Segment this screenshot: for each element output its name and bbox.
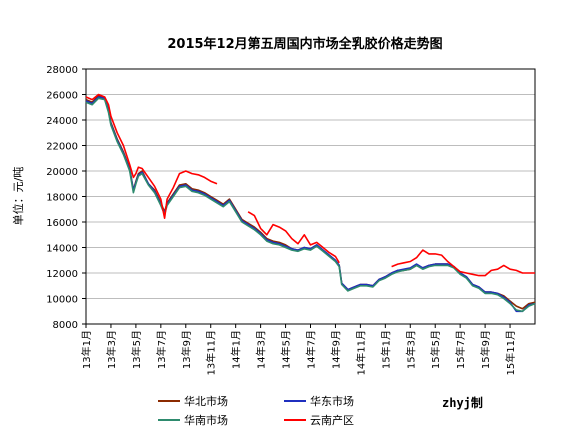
y-axis-label: 单位：元/吨 (11, 167, 25, 226)
series-line-segment (391, 249, 535, 277)
x-tick-label: 15年7月 (454, 330, 467, 369)
legend-label: 华东市场 (310, 394, 354, 408)
x-tick-label: 14年9月 (329, 330, 342, 369)
x-tick-label: 13年11月 (205, 330, 218, 375)
x-tick-label: 15年1月 (379, 330, 392, 369)
legend-label: 云南产区 (310, 413, 354, 427)
legend-label: 华南市场 (184, 413, 228, 427)
x-tick-label: 15年11月 (504, 330, 517, 375)
x-tick-label: 13年7月 (155, 330, 168, 369)
y-tick-label: 10000 (46, 295, 78, 306)
x-tick-label: 14年11月 (354, 330, 367, 375)
y-tick-label: 28000 (46, 65, 78, 76)
legend-label: 华北市场 (184, 394, 228, 408)
y-tick-label: 16000 (46, 218, 78, 229)
y-tick-label: 26000 (46, 91, 78, 102)
grid-lines (86, 94, 535, 299)
series-line-segment (247, 211, 340, 264)
series-line-segment (85, 93, 218, 219)
y-tick-label: 14000 (46, 244, 78, 255)
x-tick-label: 14年5月 (280, 330, 293, 369)
y-tick-label: 22000 (46, 142, 78, 153)
x-tick-label: 14年7月 (305, 330, 318, 369)
x-tick-label: 15年9月 (479, 330, 492, 369)
x-axis: 13年1月 13年3月 13年5月 13年7月 13年9月 13年11月 14年1月 14年3… (80, 324, 517, 375)
series-3 (85, 93, 535, 277)
x-tick-label: 15年3月 (404, 330, 417, 369)
x-tick-label: 13年5月 (130, 330, 143, 369)
y-axis: 28000 26000 24000 22000 20000 18000 16000 14000… (46, 65, 86, 331)
x-tick-label: 15年5月 (429, 330, 442, 369)
watermark: zhyj制 (442, 395, 483, 410)
x-tick-label: 13年1月 (80, 330, 93, 369)
y-tick-label: 20000 (46, 167, 78, 178)
y-tick-label: 12000 (46, 269, 78, 280)
chart-title: 2015年12月第五周国内市场全乳胶价格走势图 (167, 36, 442, 52)
series-2 (85, 97, 536, 313)
x-tick-label: 13年9月 (180, 330, 193, 369)
x-tick-label: 14年3月 (255, 330, 268, 369)
y-tick-label: 18000 (46, 193, 78, 204)
x-tick-label: 14年1月 (230, 330, 243, 369)
series-line-segment (85, 97, 536, 313)
series-lines (85, 93, 536, 313)
y-tick-label: 8000 (53, 320, 78, 331)
y-tick-label: 24000 (46, 116, 78, 127)
x-tick-label: 13年3月 (105, 330, 118, 369)
